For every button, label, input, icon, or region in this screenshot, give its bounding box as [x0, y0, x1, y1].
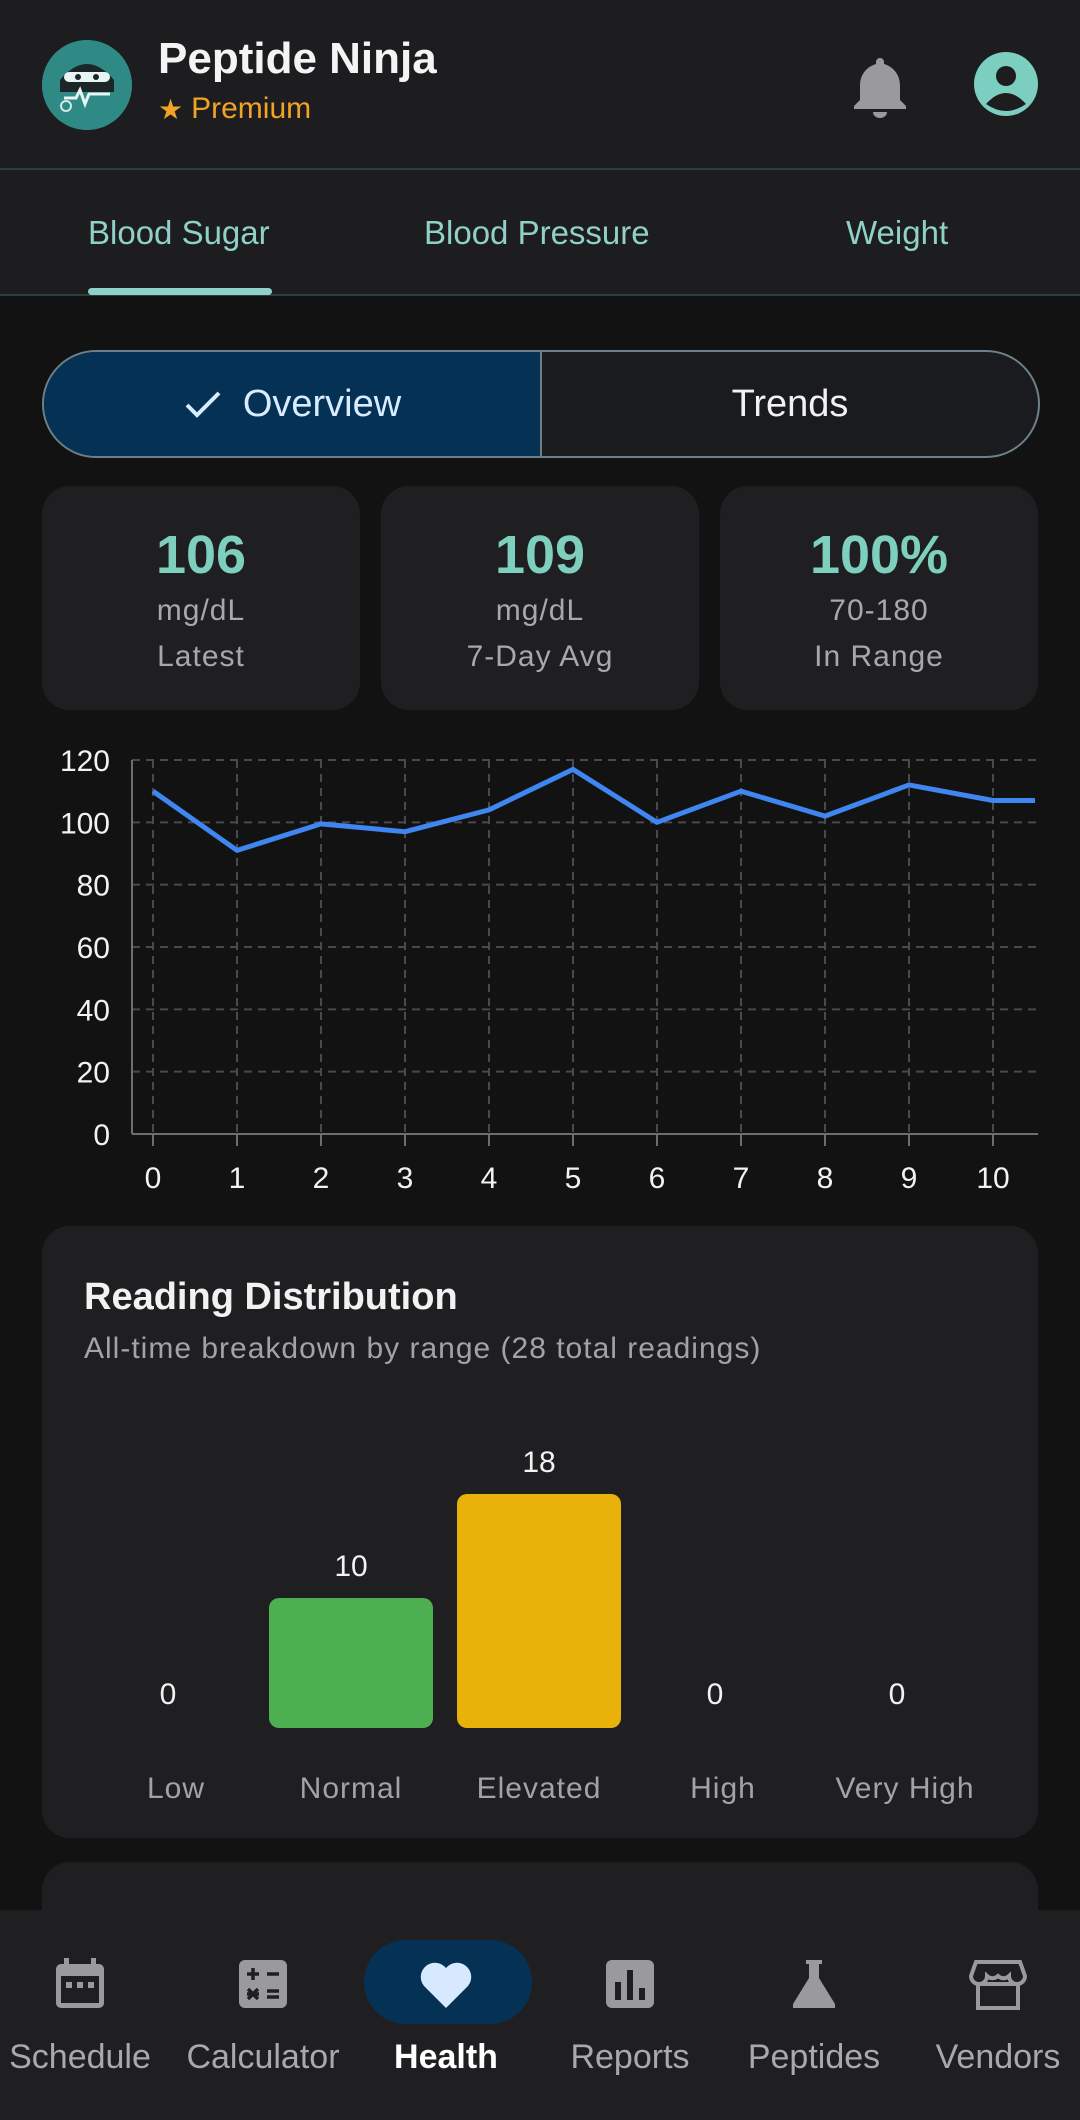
nav-label: Schedule [9, 2038, 151, 2076]
stat-label: In Range [814, 640, 944, 673]
overview-label: Overview [242, 382, 402, 425]
x-tick-label: 5 [565, 1162, 582, 1195]
bell-icon[interactable] [852, 54, 908, 118]
premium-badge: ★ Premium [158, 92, 311, 126]
tab-blood-sugar[interactable]: Blood Sugar [88, 214, 270, 251]
distribution-subtitle: All-time breakdown by range (28 total re… [84, 1332, 762, 1365]
bar-value-label: 10 [334, 1550, 367, 1583]
x-tick-label: 6 [649, 1162, 666, 1195]
bar-value-label: 0 [889, 1678, 906, 1711]
store-icon [968, 1954, 1028, 2014]
distribution-bar [457, 1494, 621, 1728]
nav-reports[interactable]: Reports [540, 1910, 720, 2120]
stat-card-in-range: 100% 70-180 In Range [720, 486, 1038, 710]
ninja-logo-icon [42, 40, 132, 130]
heart-icon [416, 1954, 476, 2014]
distribution-bar [269, 1598, 433, 1728]
distribution-bar-chart: 0 Low 10 Normal 18 Elevated 0 High 0 Very High [147, 1446, 974, 1805]
nav-label: Calculator [186, 2038, 340, 2076]
x-tick-label: 0 [145, 1162, 162, 1195]
y-tick-label: 120 [60, 745, 110, 778]
nav-schedule[interactable]: Schedule [0, 1910, 170, 2120]
stat-unit: 70-180 [829, 594, 929, 627]
overview-segment[interactable]: Overview [44, 352, 542, 456]
bar-category-label: High [690, 1772, 756, 1805]
bar-chart-icon [600, 1954, 660, 2014]
x-tick-label: 7 [733, 1162, 750, 1195]
x-tick-label: 3 [397, 1162, 414, 1195]
nav-label: Reports [570, 2038, 690, 2076]
y-tick-label: 100 [60, 807, 110, 840]
flask-icon [784, 1954, 844, 2014]
blood-sugar-series-line [151, 766, 1035, 853]
bottom-navigation: Schedule Calculator Health Reports Pepti… [0, 1910, 1080, 2120]
y-tick-label: 60 [77, 932, 110, 965]
y-tick-label: 80 [77, 870, 110, 903]
bar-value-label: 0 [707, 1678, 724, 1711]
bar-category-label: Normal [300, 1772, 403, 1805]
blood-sugar-line-chart: 0 20 40 60 80 100 120 0 1 2 3 4 5 6 7 8 9 10 [60, 745, 1038, 1195]
x-tick-label: 1 [229, 1162, 246, 1195]
stat-card-7-day-avg: 109 mg/dL 7-Day Avg [381, 486, 699, 710]
bar-category-label: Elevated [477, 1772, 602, 1805]
stat-card-latest: 106 mg/dL Latest [42, 486, 360, 710]
x-tick-label: 4 [481, 1162, 498, 1195]
x-tick-label: 9 [901, 1162, 918, 1195]
bar-category-label: Very High [835, 1772, 974, 1805]
distribution-title: Reading Distribution [84, 1276, 458, 1318]
calendar-icon [50, 1954, 110, 2014]
x-tick-label: 2 [313, 1162, 330, 1195]
nav-label: Peptides [747, 2038, 881, 2076]
view-toggle: Overview Trends [42, 350, 1040, 458]
tab-blood-pressure[interactable]: Blood Pressure [424, 214, 650, 251]
stat-unit: mg/dL [156, 594, 246, 627]
profile-avatar-icon[interactable] [974, 52, 1038, 116]
tab-weight[interactable]: Weight [846, 214, 949, 251]
stat-unit: mg/dL [495, 594, 585, 627]
calculator-icon [233, 1954, 293, 2014]
y-tick-label: 40 [77, 994, 110, 1027]
trends-segment[interactable]: Trends [542, 352, 1038, 456]
app-title: Peptide Ninja [158, 34, 437, 83]
stat-value: 100% [809, 525, 949, 585]
health-tabs: Blood Sugar Blood Pressure Weight [0, 170, 1080, 296]
stat-value: 106 [155, 525, 247, 585]
premium-label: Premium [191, 92, 312, 125]
nav-vendors[interactable]: Vendors [908, 1910, 1080, 2120]
y-tick-label: 0 [93, 1119, 110, 1152]
check-icon [185, 391, 221, 418]
bar-value-label: 0 [160, 1678, 177, 1711]
active-tab-indicator [88, 288, 272, 295]
nav-label: Vendors [935, 2038, 1061, 2076]
reading-distribution-card: Reading Distribution All-time breakdown … [42, 1226, 1038, 1838]
nav-calculator[interactable]: Calculator [173, 1910, 353, 2120]
nav-health[interactable]: Health [356, 1910, 536, 2120]
x-tick-label: 10 [976, 1162, 1009, 1195]
stat-label: Latest [157, 640, 245, 673]
y-tick-label: 20 [77, 1057, 110, 1090]
stat-label: 7-Day Avg [466, 640, 614, 673]
app-header: Peptide Ninja ★ Premium [0, 0, 1080, 170]
star-icon: ★ [158, 93, 184, 125]
stat-value: 109 [494, 525, 586, 585]
nav-peptides[interactable]: Peptides [724, 1910, 904, 2120]
x-tick-label: 8 [817, 1162, 834, 1195]
nav-label: Health [394, 2038, 498, 2076]
bar-category-label: Low [147, 1772, 205, 1805]
bar-value-label: 18 [522, 1446, 555, 1479]
trends-label: Trends [731, 382, 849, 425]
